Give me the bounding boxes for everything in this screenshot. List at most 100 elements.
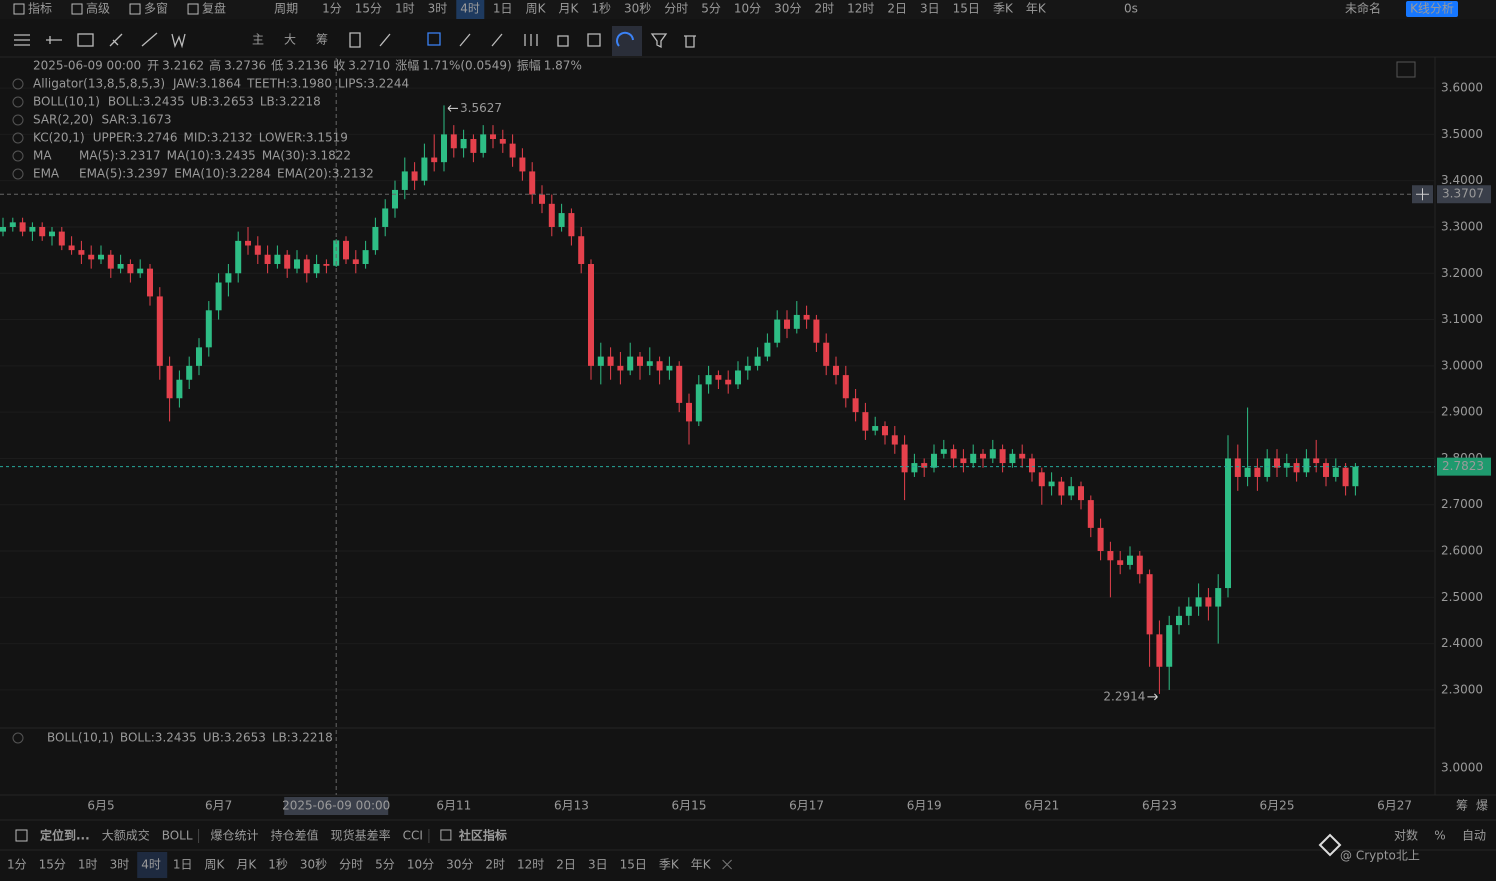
period-button[interactable]: 30秒 xyxy=(624,2,651,16)
analysis-button[interactable]: K线分析 xyxy=(1410,2,1454,16)
scale-option[interactable]: 自动 xyxy=(1462,829,1486,843)
period-button[interactable]: 1分 xyxy=(322,2,342,16)
period-button[interactable]: 15日 xyxy=(953,2,980,16)
indicator-value: UPPER:3.2746 xyxy=(93,131,178,145)
chart-tool[interactable]: 筹 xyxy=(316,33,328,47)
period-button[interactable]: 4时 xyxy=(460,2,480,16)
period-button[interactable]: 5分 xyxy=(701,2,721,16)
axis-icon[interactable]: 筹 xyxy=(1456,799,1468,813)
period-button[interactable]: 12时 xyxy=(847,2,874,16)
candle-body xyxy=(872,426,879,431)
tool-icon xyxy=(349,32,391,48)
period-button[interactable]: 2日 xyxy=(556,858,576,872)
period-button[interactable]: 1日 xyxy=(493,2,513,16)
candle-body xyxy=(578,236,585,265)
period-button[interactable]: 1时 xyxy=(395,2,415,16)
period-button[interactable]: 30秒 xyxy=(300,858,327,872)
candle-body xyxy=(450,134,457,149)
period-button[interactable]: 1时 xyxy=(78,858,98,872)
candle-body xyxy=(1136,555,1143,575)
candle-body xyxy=(509,143,516,158)
period-button[interactable]: 30分 xyxy=(446,858,473,872)
period-button[interactable]: 1日 xyxy=(173,858,193,872)
candle-body xyxy=(1029,458,1035,473)
period-button[interactable]: 5分 xyxy=(375,858,395,872)
scale-option[interactable]: % xyxy=(1434,829,1445,843)
bottom-tab[interactable]: CCI xyxy=(403,829,423,843)
axis-icon[interactable]: 爆 xyxy=(1476,799,1488,813)
candle-body xyxy=(911,463,918,473)
period-button[interactable]: 年K xyxy=(691,858,712,872)
period-button[interactable]: 30分 xyxy=(774,2,801,16)
period-button[interactable]: 3日 xyxy=(920,2,940,16)
indicator-value: MA(5):3.2317 xyxy=(79,149,161,163)
period-button[interactable]: 1分 xyxy=(7,858,27,872)
bottom-tab[interactable]: BOLL xyxy=(162,829,193,843)
x-tick-label: 6月13 xyxy=(554,799,589,813)
period-button[interactable]: 季K xyxy=(993,2,1014,16)
legend-toggle[interactable] xyxy=(12,78,24,90)
legend-toggle[interactable] xyxy=(12,168,24,180)
period-button[interactable]: 2时 xyxy=(485,858,505,872)
legend-value: 3.2736 xyxy=(224,59,266,73)
period-button[interactable]: 分时 xyxy=(339,858,363,872)
toolbar-button[interactable]: 多窗 xyxy=(144,2,168,16)
period-button[interactable]: 周K xyxy=(526,2,547,16)
period-button[interactable]: 15分 xyxy=(355,2,382,16)
period-button[interactable]: 2时 xyxy=(814,2,834,16)
period-button[interactable]: 1秒 xyxy=(591,2,611,16)
legend-toggle[interactable] xyxy=(12,732,24,744)
period-button[interactable]: 10分 xyxy=(734,2,761,16)
candle-body xyxy=(646,361,653,366)
period-button[interactable]: 15分 xyxy=(39,858,66,872)
legend-toggle[interactable] xyxy=(12,114,24,126)
layout-name[interactable]: 未命名 xyxy=(1345,1,1381,16)
period-button[interactable]: 15日 xyxy=(620,858,647,872)
candle-body xyxy=(196,347,202,366)
bottom-tab[interactable]: 定位到... xyxy=(40,828,90,843)
scale-option[interactable]: 对数 xyxy=(1394,828,1418,843)
period-button[interactable]: 月K xyxy=(236,858,257,872)
legend-key: 低 xyxy=(271,59,283,73)
legend-toggle[interactable] xyxy=(12,132,24,144)
period-button[interactable]: 3时 xyxy=(428,2,448,16)
close-icon[interactable] xyxy=(722,859,732,870)
period-button[interactable]: 4时 xyxy=(141,858,161,872)
chart-tool[interactable]: 主 xyxy=(252,33,264,47)
toolbar-button[interactable]: 高级 xyxy=(86,1,110,16)
period-button[interactable]: 周K xyxy=(204,858,225,872)
candle-body xyxy=(137,268,144,274)
high-label: 3.5627 xyxy=(460,101,502,115)
chart-tool[interactable]: 大 xyxy=(284,33,296,47)
candle-body xyxy=(803,314,810,320)
bottom-tab[interactable]: 持仓差值 xyxy=(271,828,319,843)
bottom-tab[interactable]: 爆仓统计 xyxy=(211,829,259,843)
bottom-tab[interactable]: 社区指标 xyxy=(458,828,507,843)
period-button[interactable]: 分时 xyxy=(664,2,688,16)
period-button[interactable]: 3时 xyxy=(110,858,130,872)
sub-tick-label: 3.0000 xyxy=(1441,761,1483,775)
period-button[interactable]: 年K xyxy=(1026,2,1047,16)
period-button[interactable]: 10分 xyxy=(407,858,434,872)
sub-legend: BOLL(10,1) xyxy=(47,731,114,745)
period-button[interactable]: 3日 xyxy=(588,858,608,872)
candle-body xyxy=(705,375,712,385)
toolbar-button[interactable]: 复盘 xyxy=(202,1,226,16)
bottom-tab[interactable]: 现货基差率 xyxy=(331,828,391,843)
toolbar-button[interactable]: 指标 xyxy=(28,1,52,16)
period-button[interactable]: 1秒 xyxy=(268,858,288,872)
legend-toggle[interactable] xyxy=(12,150,24,162)
candle-body xyxy=(1185,606,1192,616)
period-button[interactable]: 2日 xyxy=(887,2,907,16)
period-button[interactable]: 季K xyxy=(659,858,680,872)
bottom-tab[interactable]: 大额成交 xyxy=(102,828,150,843)
x-tick-label: 6月27 xyxy=(1377,799,1412,813)
candle-body xyxy=(9,222,16,227)
candle-body xyxy=(343,240,349,260)
period-button[interactable]: 12时 xyxy=(517,858,544,872)
period-button[interactable]: 月K xyxy=(558,2,579,16)
period-menu[interactable]: 周期 xyxy=(274,2,298,16)
expand-icon[interactable] xyxy=(1396,61,1416,78)
legend-toggle[interactable] xyxy=(12,96,24,108)
hline-icon xyxy=(46,36,62,44)
